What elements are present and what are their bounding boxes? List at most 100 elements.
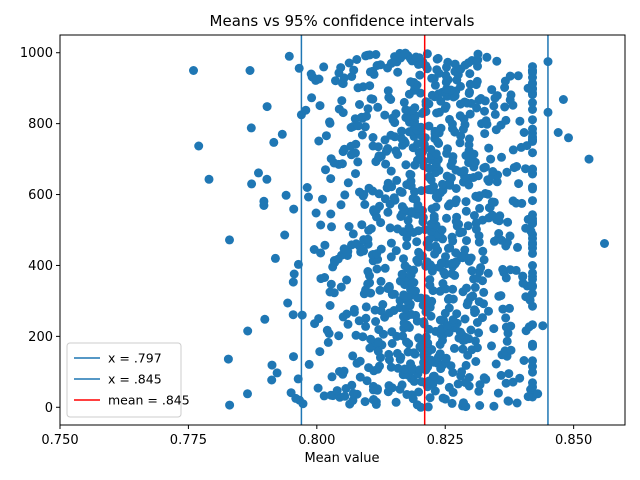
scatter-point (384, 349, 394, 359)
scatter-point (488, 167, 498, 176)
scatter-point (363, 267, 373, 276)
scatter-point (380, 263, 390, 273)
scatter-point (486, 154, 496, 164)
scatter-point (364, 363, 374, 373)
scatter-point (314, 314, 324, 324)
scatter-point (458, 227, 467, 237)
scatter-points (189, 48, 609, 412)
scatter-point (468, 291, 478, 301)
scatter-point (383, 144, 393, 153)
scatter-point (479, 287, 489, 297)
scatter-point (461, 360, 471, 370)
scatter-point (370, 305, 380, 315)
scatter-point (528, 62, 537, 72)
scatter-point (465, 79, 475, 89)
scatter-point (448, 284, 458, 294)
scatter-point (399, 290, 409, 300)
scatter-point (438, 279, 448, 288)
scatter-point (406, 359, 415, 369)
scatter-point (397, 126, 407, 136)
scatter-point (289, 352, 298, 362)
scatter-point (351, 169, 360, 179)
scatter-point (397, 380, 407, 390)
scatter-point (374, 151, 384, 161)
scatter-point (528, 182, 537, 192)
scatter-point (280, 230, 290, 240)
scatter-point (449, 343, 459, 353)
scatter-point (364, 183, 374, 193)
scatter-point (432, 65, 442, 75)
scatter-point (421, 107, 431, 117)
y-tick-label: 800 (28, 117, 53, 132)
scatter-point (325, 301, 335, 310)
scatter-point (355, 187, 364, 197)
scatter-point (416, 186, 426, 196)
scatter-point (397, 202, 407, 212)
scatter-point (259, 196, 269, 206)
scatter-point (401, 160, 411, 170)
scatter-point (386, 130, 396, 140)
scatter-point (414, 333, 423, 343)
x-tick-label: 0.750 (41, 433, 78, 448)
scatter-point (272, 368, 282, 378)
scatter-point (564, 133, 573, 143)
legend-label: x = .845 (108, 372, 162, 387)
scatter-point (392, 348, 402, 358)
scatter-point (340, 391, 350, 401)
scatter-point (326, 279, 336, 289)
scatter-point (326, 390, 336, 400)
scatter-point (368, 141, 378, 151)
scatter-point (391, 397, 401, 407)
scatter-point (460, 314, 470, 324)
scatter-point (414, 387, 424, 397)
scatter-point (384, 381, 394, 391)
scatter-point (515, 116, 525, 126)
scatter-point (321, 165, 330, 175)
scatter-point (309, 245, 319, 254)
scatter-point (254, 168, 263, 178)
scatter-point (363, 234, 373, 244)
scatter-point (480, 106, 489, 116)
scatter-point (455, 111, 465, 121)
scatter-point (339, 244, 349, 254)
scatter-point (404, 223, 414, 232)
scatter-point (326, 174, 336, 184)
scatter-point (348, 351, 358, 361)
scatter-point (519, 356, 529, 365)
scatter-point (435, 349, 445, 359)
scatter-point (381, 159, 391, 169)
x-tick-label: 0.800 (298, 433, 335, 448)
scatter-point (262, 174, 272, 184)
scatter-point (327, 372, 337, 382)
scatter-point (479, 373, 489, 383)
scatter-point (447, 269, 457, 279)
scatter-point (433, 53, 443, 63)
scatter-point (304, 192, 313, 202)
legend-box (66, 342, 182, 418)
scatter-point (243, 389, 252, 399)
scatter-point (518, 271, 528, 281)
scatter-point (383, 207, 393, 217)
scatter-point (412, 237, 422, 247)
scatter-point (465, 87, 474, 97)
scatter-point (293, 374, 303, 384)
scatter-point (492, 177, 502, 187)
scatter-point (243, 326, 253, 336)
y-tick-label: 400 (28, 259, 53, 274)
scatter-point (361, 302, 371, 312)
scatter-point (320, 273, 330, 282)
scatter-point (523, 392, 533, 402)
y-tick-label: 600 (28, 188, 53, 203)
scatter-point (269, 137, 279, 147)
scatter-point (343, 319, 353, 329)
scatter-point (487, 210, 497, 220)
scatter-point (453, 379, 463, 389)
scatter-point (512, 398, 522, 408)
scatter-point (487, 85, 497, 95)
scatter-point (430, 386, 440, 396)
scatter-point (393, 224, 403, 234)
scatter-point (322, 325, 332, 335)
scatter-point (314, 136, 324, 146)
y-axis: 0 200 400 600 800 1000 (20, 46, 60, 416)
scatter-point (336, 200, 346, 210)
